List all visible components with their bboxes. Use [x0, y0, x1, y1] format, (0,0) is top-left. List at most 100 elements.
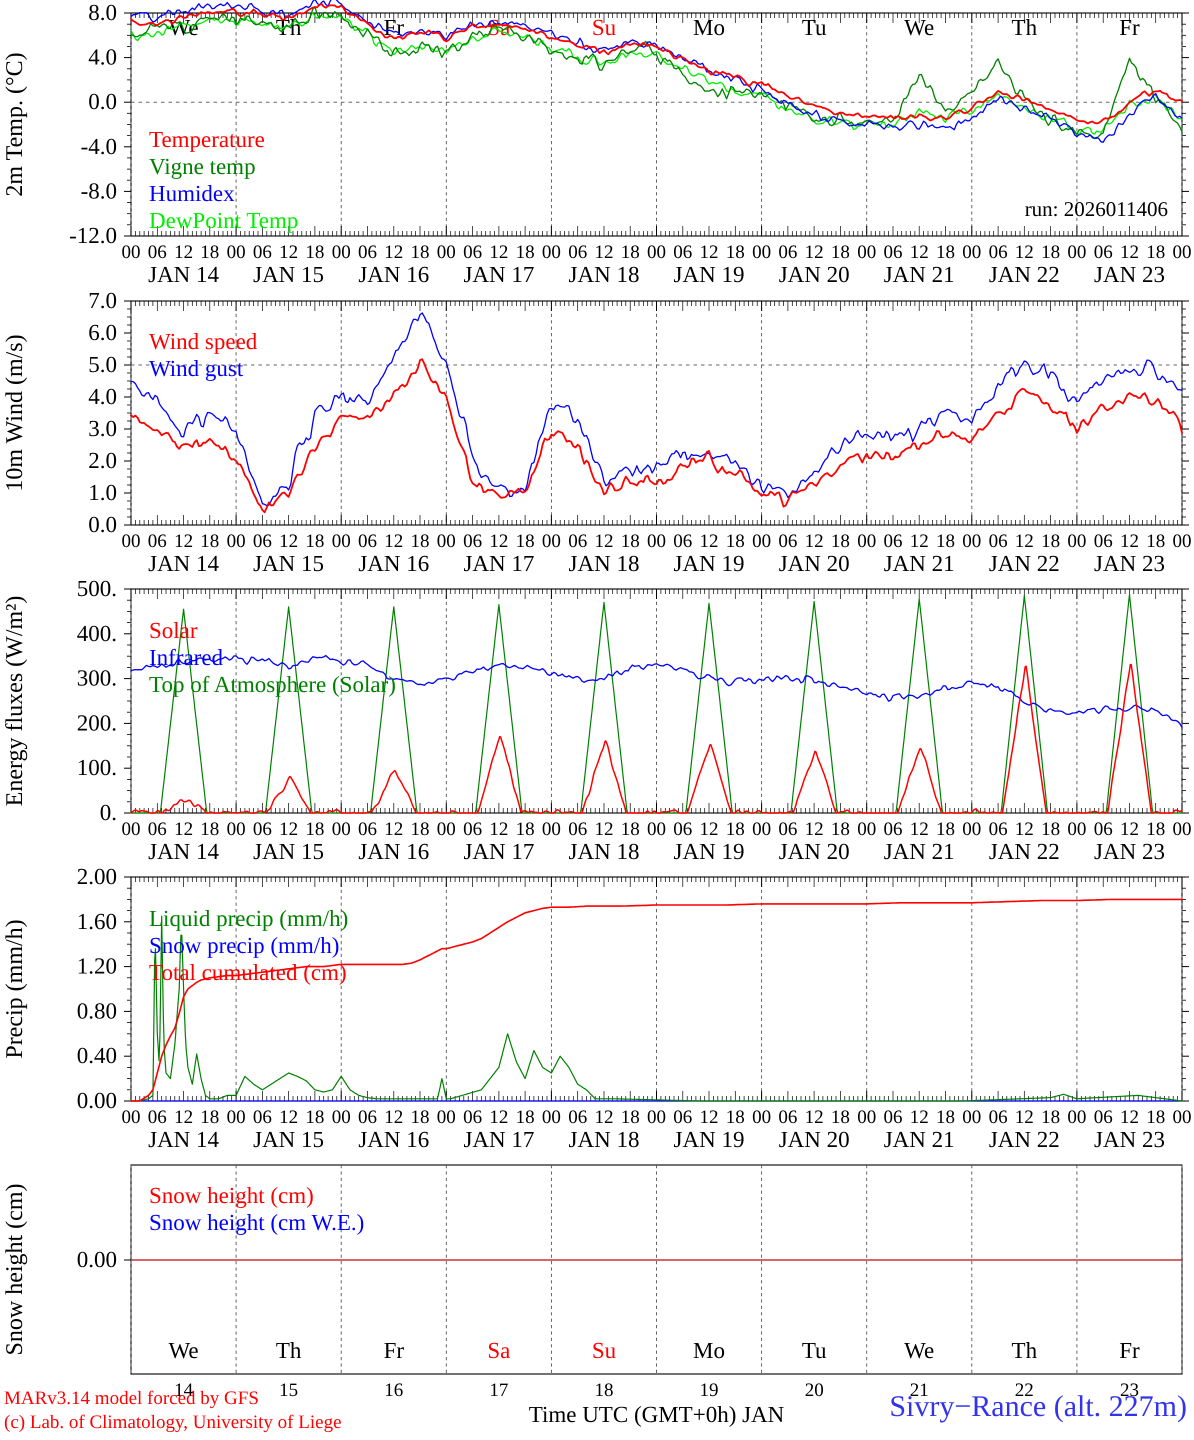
svg-text:18: 18	[305, 242, 324, 263]
svg-text:JAN 19: JAN 19	[674, 839, 745, 864]
svg-text:JAN 23: JAN 23	[1094, 839, 1165, 864]
svg-text:18: 18	[1041, 242, 1060, 263]
svg-text:Fr: Fr	[1119, 15, 1140, 40]
svg-text:06: 06	[1094, 819, 1113, 840]
svg-text:JAN 20: JAN 20	[779, 1127, 850, 1152]
svg-text:12: 12	[1120, 531, 1139, 552]
svg-text:16: 16	[384, 1380, 403, 1401]
svg-text:Tu: Tu	[802, 15, 827, 40]
svg-text:300.: 300.	[77, 666, 117, 691]
svg-text:(c) Lab. of Climatology, Unive: (c) Lab. of Climatology, University of L…	[4, 1412, 342, 1433]
svg-text:JAN 14: JAN 14	[148, 839, 219, 864]
svg-text:00: 00	[1067, 242, 1086, 263]
svg-text:12: 12	[1120, 242, 1139, 263]
svg-text:00: 00	[752, 1107, 771, 1128]
svg-text:06: 06	[673, 242, 692, 263]
svg-text:06: 06	[884, 1107, 903, 1128]
svg-text:Liquid precip (mm/h): Liquid precip (mm/h)	[149, 906, 348, 931]
svg-text:12: 12	[279, 1107, 298, 1128]
svg-text:00: 00	[1067, 1107, 1086, 1128]
svg-text:JAN 15: JAN 15	[253, 262, 324, 287]
svg-text:18: 18	[1041, 819, 1060, 840]
svg-text:00: 00	[542, 242, 561, 263]
svg-text:JAN 18: JAN 18	[569, 262, 640, 287]
svg-text:12: 12	[595, 242, 614, 263]
svg-text:0.0: 0.0	[88, 512, 117, 537]
svg-text:12: 12	[384, 1107, 403, 1128]
svg-text:18: 18	[200, 242, 219, 263]
svg-text:JAN 14: JAN 14	[148, 262, 219, 287]
svg-text:JAN 14: JAN 14	[148, 1127, 219, 1152]
svg-text:12: 12	[1015, 531, 1034, 552]
svg-text:We: We	[169, 1338, 199, 1363]
svg-text:18: 18	[936, 819, 955, 840]
svg-text:18: 18	[516, 531, 535, 552]
svg-text:00: 00	[122, 819, 141, 840]
svg-text:JAN 21: JAN 21	[884, 262, 955, 287]
svg-text:-4.0: -4.0	[81, 134, 117, 159]
svg-text:00: 00	[962, 1107, 981, 1128]
svg-text:00: 00	[437, 531, 456, 552]
svg-text:18: 18	[305, 531, 324, 552]
svg-text:00: 00	[227, 819, 246, 840]
svg-text:Time UTC (GMT+0h) JAN: Time UTC (GMT+0h) JAN	[529, 1402, 785, 1427]
svg-text:17: 17	[489, 1380, 508, 1401]
svg-text:00: 00	[332, 531, 351, 552]
svg-text:00: 00	[752, 531, 771, 552]
svg-text:Snow height (cm): Snow height (cm)	[2, 1184, 28, 1356]
svg-text:00: 00	[962, 242, 981, 263]
svg-text:18: 18	[411, 819, 430, 840]
svg-text:12: 12	[489, 1107, 508, 1128]
svg-text:Vigne temp: Vigne temp	[149, 154, 256, 179]
svg-text:00: 00	[962, 531, 981, 552]
svg-text:12: 12	[1015, 819, 1034, 840]
svg-text:2.00: 2.00	[77, 864, 117, 889]
svg-text:We: We	[904, 15, 934, 40]
svg-text:00: 00	[332, 242, 351, 263]
svg-text:200.: 200.	[77, 710, 117, 735]
svg-text:06: 06	[568, 1107, 587, 1128]
svg-text:DewPoint Temp: DewPoint Temp	[149, 208, 298, 233]
svg-text:06: 06	[358, 819, 377, 840]
svg-text:JAN 16: JAN 16	[358, 839, 429, 864]
svg-text:06: 06	[673, 819, 692, 840]
svg-text:18: 18	[411, 1107, 430, 1128]
svg-text:06: 06	[673, 1107, 692, 1128]
svg-text:Sa: Sa	[487, 1338, 510, 1363]
svg-text:18: 18	[936, 1107, 955, 1128]
svg-text:06: 06	[253, 242, 272, 263]
svg-text:Th: Th	[1012, 1338, 1038, 1363]
svg-text:12: 12	[489, 819, 508, 840]
svg-text:06: 06	[358, 1107, 377, 1128]
svg-text:Th: Th	[276, 1338, 302, 1363]
svg-text:00: 00	[962, 819, 981, 840]
svg-text:JAN 21: JAN 21	[884, 551, 955, 576]
svg-text:00: 00	[647, 531, 666, 552]
svg-text:12: 12	[489, 531, 508, 552]
svg-text:Energy fluxes (W/m²): Energy fluxes (W/m²)	[2, 596, 28, 807]
svg-text:06: 06	[253, 531, 272, 552]
svg-text:06: 06	[778, 242, 797, 263]
svg-text:0.: 0.	[100, 800, 117, 825]
svg-text:JAN 19: JAN 19	[674, 1127, 745, 1152]
svg-text:JAN 16: JAN 16	[358, 1127, 429, 1152]
svg-text:JAN 17: JAN 17	[463, 551, 534, 576]
svg-text:Wind gust: Wind gust	[149, 356, 244, 381]
svg-text:00: 00	[332, 1107, 351, 1128]
svg-text:12: 12	[910, 242, 929, 263]
svg-text:Snow precip (mm/h): Snow precip (mm/h)	[149, 933, 339, 958]
svg-text:06: 06	[148, 242, 167, 263]
svg-text:Fr: Fr	[1119, 1338, 1140, 1363]
svg-text:JAN 18: JAN 18	[569, 839, 640, 864]
svg-text:JAN 17: JAN 17	[463, 839, 534, 864]
svg-text:18: 18	[1041, 531, 1060, 552]
svg-text:4.0: 4.0	[88, 384, 117, 409]
svg-text:JAN 23: JAN 23	[1094, 262, 1165, 287]
svg-text:18: 18	[411, 531, 430, 552]
svg-text:06: 06	[463, 531, 482, 552]
svg-text:00: 00	[437, 819, 456, 840]
svg-text:Su: Su	[592, 1338, 617, 1363]
svg-text:Sivry−Rance (alt. 227m): Sivry−Rance (alt. 227m)	[889, 1390, 1187, 1423]
svg-text:5.0: 5.0	[88, 352, 117, 377]
svg-text:18: 18	[516, 1107, 535, 1128]
